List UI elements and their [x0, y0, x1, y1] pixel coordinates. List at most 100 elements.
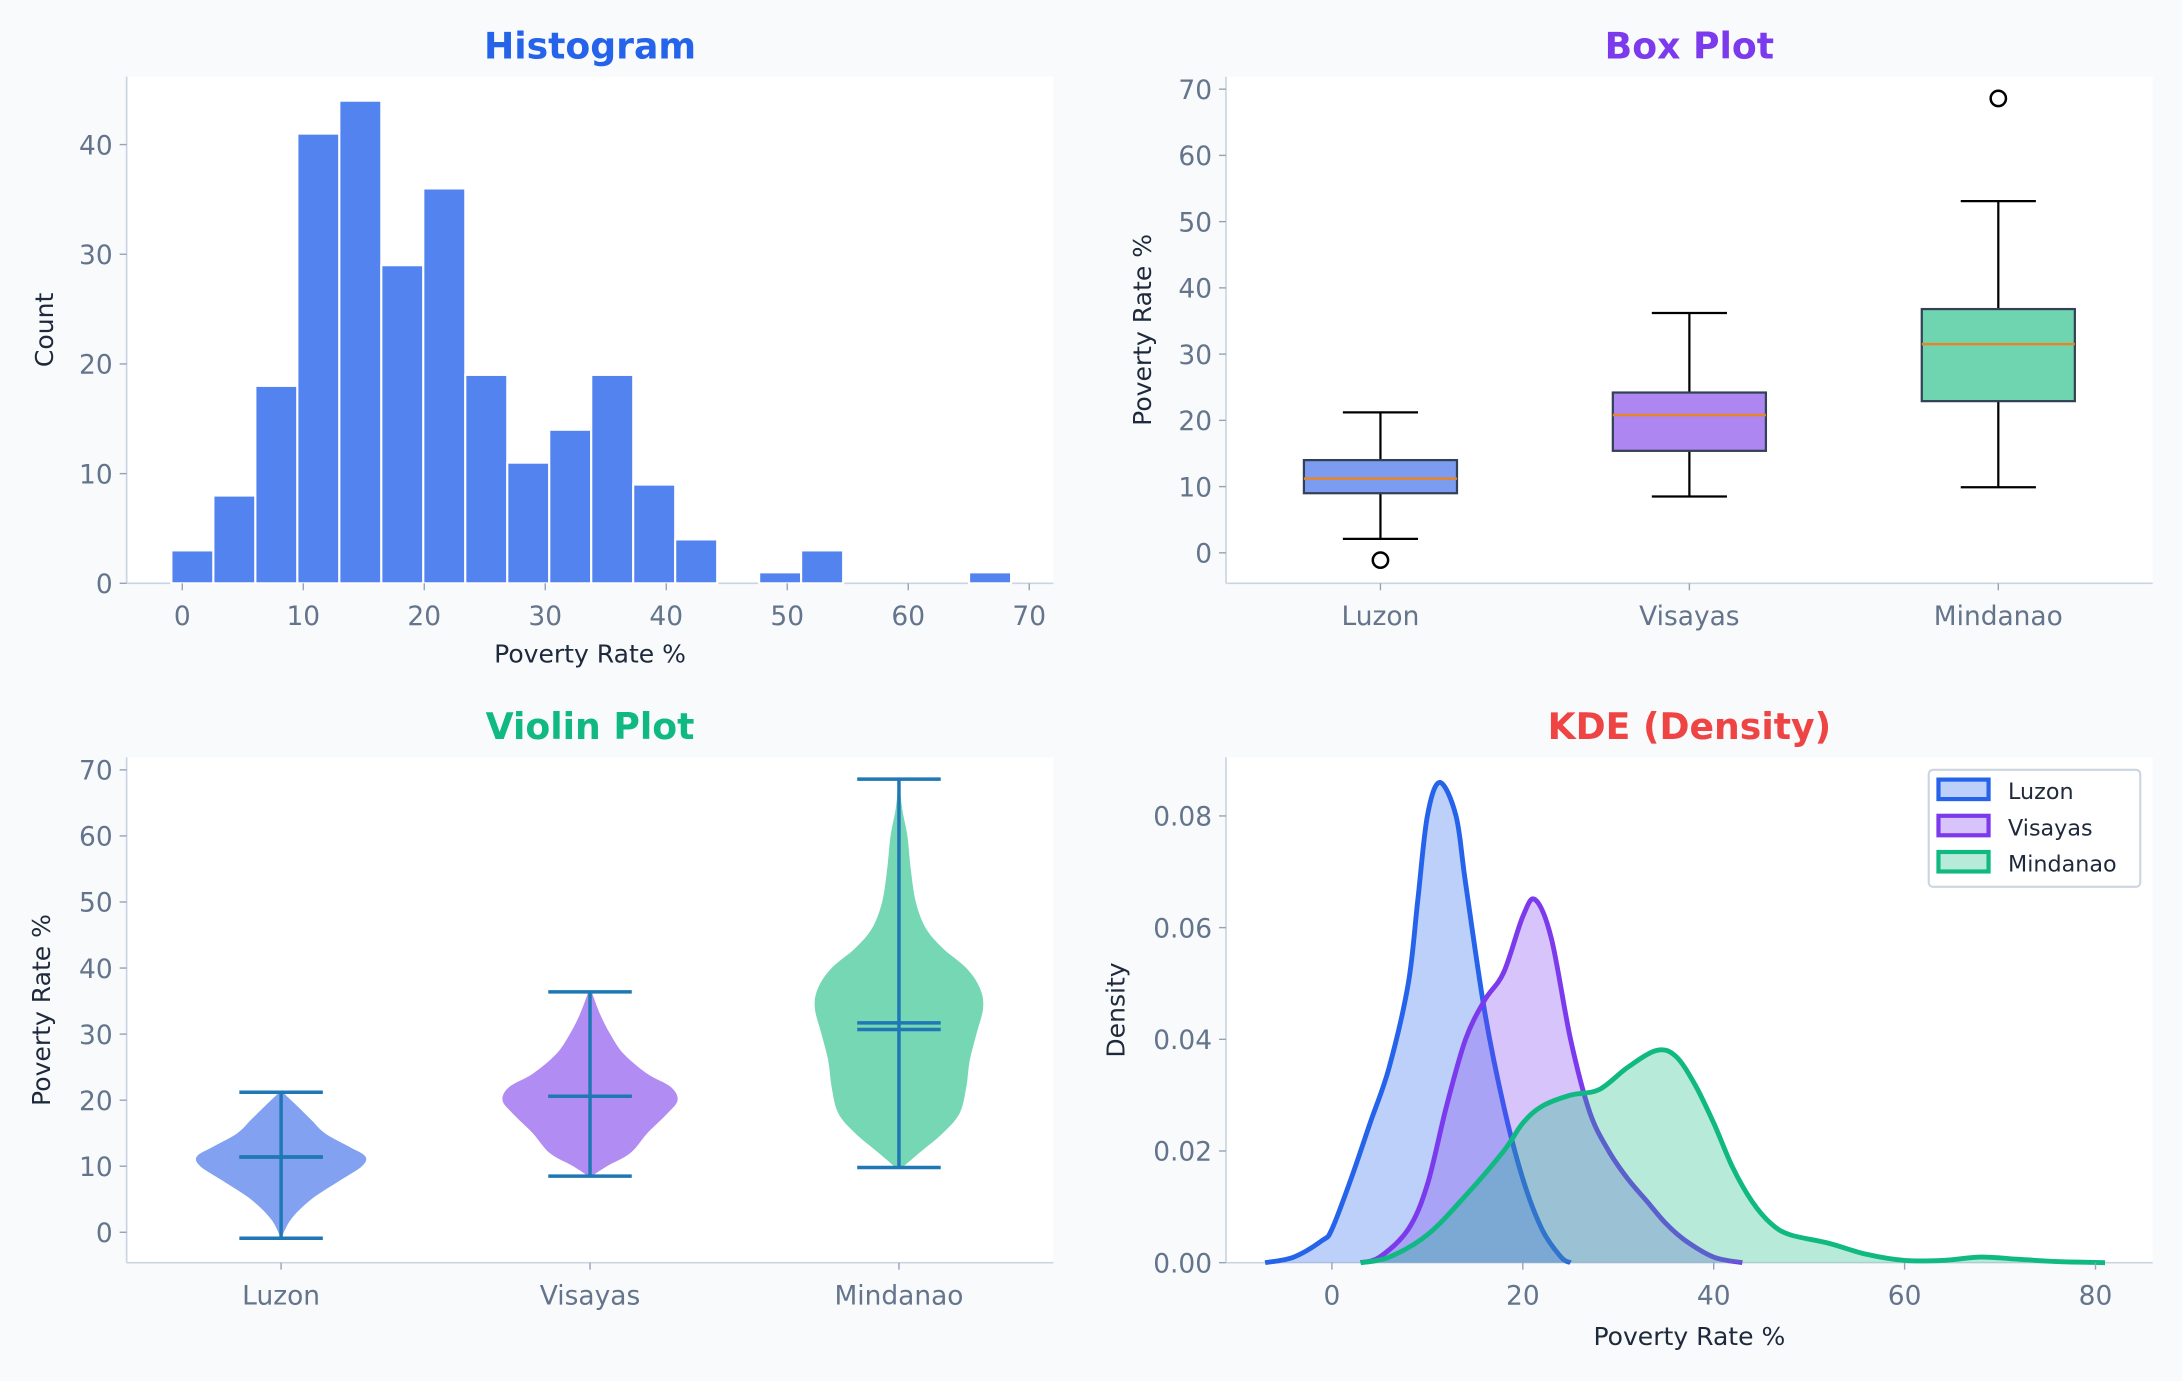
- x-axis-label: Poverty Rate %: [494, 640, 686, 669]
- kde-line: [1359, 896, 1743, 1266]
- x-tick-label: Luzon: [242, 1280, 320, 1311]
- y-tick-label: 0: [1195, 539, 1212, 570]
- x-tick-label: 20: [407, 601, 441, 632]
- x-tick-label: 80: [2079, 1280, 2113, 1311]
- chart-title: Box Plot: [1605, 24, 1774, 67]
- y-tick-label: 30: [79, 1020, 113, 1051]
- histogram-bar: [590, 373, 635, 585]
- y-tick-label: 60: [1178, 141, 1212, 172]
- kde-area: [1360, 1049, 2106, 1263]
- x-tick-label: 60: [891, 601, 925, 632]
- violin-visayas: [502, 990, 678, 1178]
- y-tick-label: 0.04: [1153, 1025, 1212, 1056]
- histogram-bar: [506, 461, 551, 585]
- box-luzon: [1302, 411, 1459, 570]
- legend-label: Luzon: [2008, 779, 2074, 805]
- y-tick-label: 10: [79, 459, 113, 490]
- histogram-bar: [338, 99, 383, 585]
- box-visayas: [1611, 311, 1768, 498]
- x-tick-label: 40: [1697, 1280, 1731, 1311]
- y-tick-label: 50: [1178, 207, 1212, 238]
- box-iqr: [1611, 391, 1768, 452]
- x-tick-label: 70: [1012, 601, 1046, 632]
- kde-series-mindanao: [1360, 1047, 2106, 1266]
- x-tick-label: Mindanao: [1934, 601, 2063, 632]
- y-tick-label: 60: [79, 822, 113, 853]
- legend: Luzon Visayas Mindanao: [1927, 768, 2142, 888]
- y-tick-label: 0.02: [1153, 1137, 1212, 1168]
- x-axis-label: Poverty Rate %: [1593, 1322, 1785, 1351]
- x-tick-label: Luzon: [1342, 601, 1420, 632]
- x-tick-label: 10: [286, 601, 320, 632]
- legend-swatch: [1936, 777, 1991, 802]
- kde-panel: 0.00 0.02 0.04 0.06 0.08 0 20 40 60 80 KDE (Densit…: [1101, 705, 2153, 1351]
- x-tick-label: Visayas: [540, 1280, 640, 1311]
- y-tick-label: 20: [79, 350, 113, 381]
- x-tick-label: 20: [1506, 1280, 1540, 1311]
- histogram-bar: [464, 373, 509, 585]
- kde-line: [1264, 780, 1572, 1266]
- histogram-bar: [800, 549, 845, 585]
- histogram-panel: 0 10 20 30 40 0 10 20 30 40 50 60 70 Histogram Count Po…: [30, 24, 1054, 669]
- histogram-bar: [548, 428, 593, 585]
- histogram-bar: [170, 549, 215, 585]
- x-tick-label: 50: [770, 601, 804, 632]
- y-tick-label: 0.00: [1153, 1248, 1212, 1279]
- x-tick-label: 40: [649, 601, 683, 632]
- y-tick-label: 70: [1178, 75, 1212, 106]
- violin-luzon: [195, 1090, 367, 1240]
- outlier-point: [1989, 89, 2008, 108]
- y-tick-label: 40: [79, 130, 113, 161]
- box-iqr: [1302, 458, 1459, 495]
- legend-label: Visayas: [2008, 815, 2093, 841]
- x-tick-label: 0: [1324, 1280, 1341, 1311]
- boxplot-panel: 0 10 20 30 40 50 60 70 Luzon Visayas Mindanao Box P…: [1128, 24, 2153, 632]
- x-tick-label: Visayas: [1639, 601, 1739, 632]
- y-axis-label: Count: [30, 293, 59, 368]
- chart-title: Histogram: [484, 24, 696, 67]
- kde-series-visayas: [1359, 896, 1743, 1266]
- y-axis-label: Density: [1101, 962, 1130, 1057]
- y-tick-label: 10: [79, 1152, 113, 1183]
- histogram-bar: [674, 538, 719, 585]
- legend-label: Mindanao: [2008, 851, 2117, 877]
- chart-title: KDE (Density): [1548, 705, 1831, 748]
- kde-area: [1360, 898, 1743, 1263]
- histogram-bar: [758, 571, 803, 585]
- y-tick-label: 40: [1178, 274, 1212, 305]
- y-tick-label: 0.08: [1153, 802, 1212, 833]
- chart-title: Violin Plot: [486, 705, 695, 748]
- x-tick-label: 60: [1888, 1280, 1922, 1311]
- legend-swatch: [1936, 813, 1991, 838]
- kde-series-luzon: [1264, 780, 1572, 1266]
- kde-area: [1265, 782, 1571, 1263]
- y-tick-label: 50: [79, 888, 113, 919]
- histogram-bar: [380, 264, 425, 585]
- histogram-bar: [422, 187, 467, 585]
- y-tick-label: 20: [79, 1086, 113, 1117]
- x-tick-label: 0: [174, 601, 191, 632]
- kde-line: [1360, 1047, 2106, 1266]
- violin-panel: 0 10 20 30 40 50 60 70 Luzon Visayas Mindanao Violi…: [27, 705, 1054, 1311]
- legend-swatch: [1936, 849, 1991, 874]
- box-iqr: [1920, 307, 2076, 403]
- histogram-bar: [296, 132, 341, 585]
- histogram-bar: [632, 483, 677, 585]
- y-tick-label: 0.06: [1153, 913, 1212, 944]
- histogram-bar: [254, 384, 299, 585]
- y-tick-label: 20: [1178, 406, 1212, 437]
- histogram-bar: [212, 494, 257, 585]
- violin-mindanao: [814, 777, 984, 1170]
- box-mindanao: [1920, 89, 2076, 489]
- y-tick-label: 10: [1178, 472, 1212, 503]
- y-tick-label: 0: [96, 569, 113, 600]
- y-axis-label: Poverty Rate %: [27, 914, 56, 1106]
- y-tick-label: 40: [79, 954, 113, 985]
- y-axis-label: Poverty Rate %: [1128, 234, 1157, 426]
- outlier-point: [1371, 551, 1390, 570]
- y-tick-label: 0: [96, 1218, 113, 1249]
- y-tick-label: 30: [79, 240, 113, 271]
- x-tick-label: Mindanao: [834, 1280, 963, 1311]
- x-tick-label: 30: [528, 601, 562, 632]
- y-tick-label: 30: [1178, 340, 1212, 371]
